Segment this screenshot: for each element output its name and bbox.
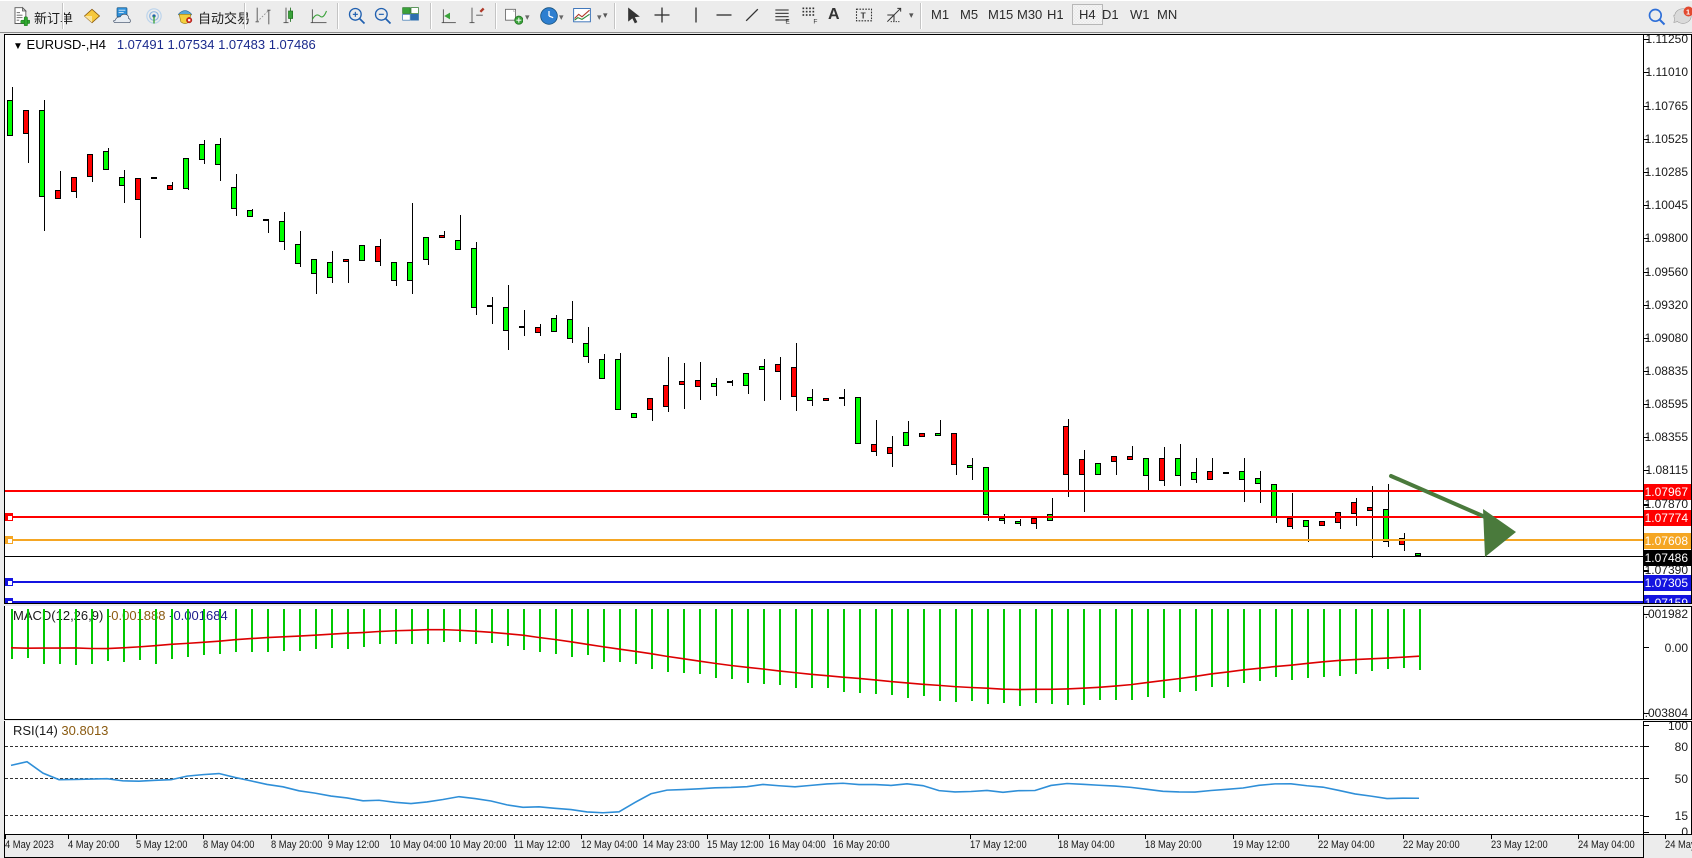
svg-text:1: 1 [1686, 8, 1690, 17]
svg-text:F: F [813, 18, 817, 25]
svg-text:E: E [785, 18, 790, 25]
svg-text:T: T [861, 10, 866, 20]
